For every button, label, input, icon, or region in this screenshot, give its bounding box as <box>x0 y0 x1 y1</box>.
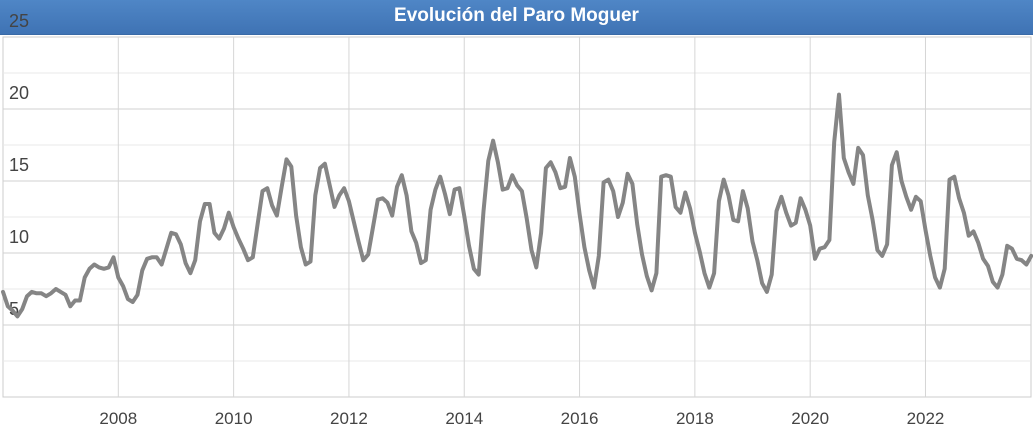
x-tick-label: 2016 <box>561 409 599 428</box>
y-tick-label: 15 <box>9 155 29 175</box>
series-line <box>1 92 1033 319</box>
x-tick-label: 2018 <box>676 409 714 428</box>
y-tick-label: 25 <box>9 11 29 31</box>
y-tick-label: 10 <box>9 227 29 247</box>
chart-title: Evolución del Paro Moguer <box>0 0 1033 35</box>
tick-labels: 5 10 15 20 25 2008 2010 2012 2014 2016 2018 2020 202… <box>9 11 944 428</box>
y-tick-label: 20 <box>9 83 29 103</box>
x-tick-label: 2008 <box>99 409 137 428</box>
x-tick-label: 2020 <box>791 409 829 428</box>
x-tick-label: 2010 <box>215 409 253 428</box>
series-layer <box>1 92 1033 319</box>
x-tick-label: 2022 <box>907 409 945 428</box>
y-tick-label: 5 <box>9 299 19 319</box>
x-tick-label: 2012 <box>330 409 368 428</box>
x-tick-label: 2014 <box>445 409 483 428</box>
